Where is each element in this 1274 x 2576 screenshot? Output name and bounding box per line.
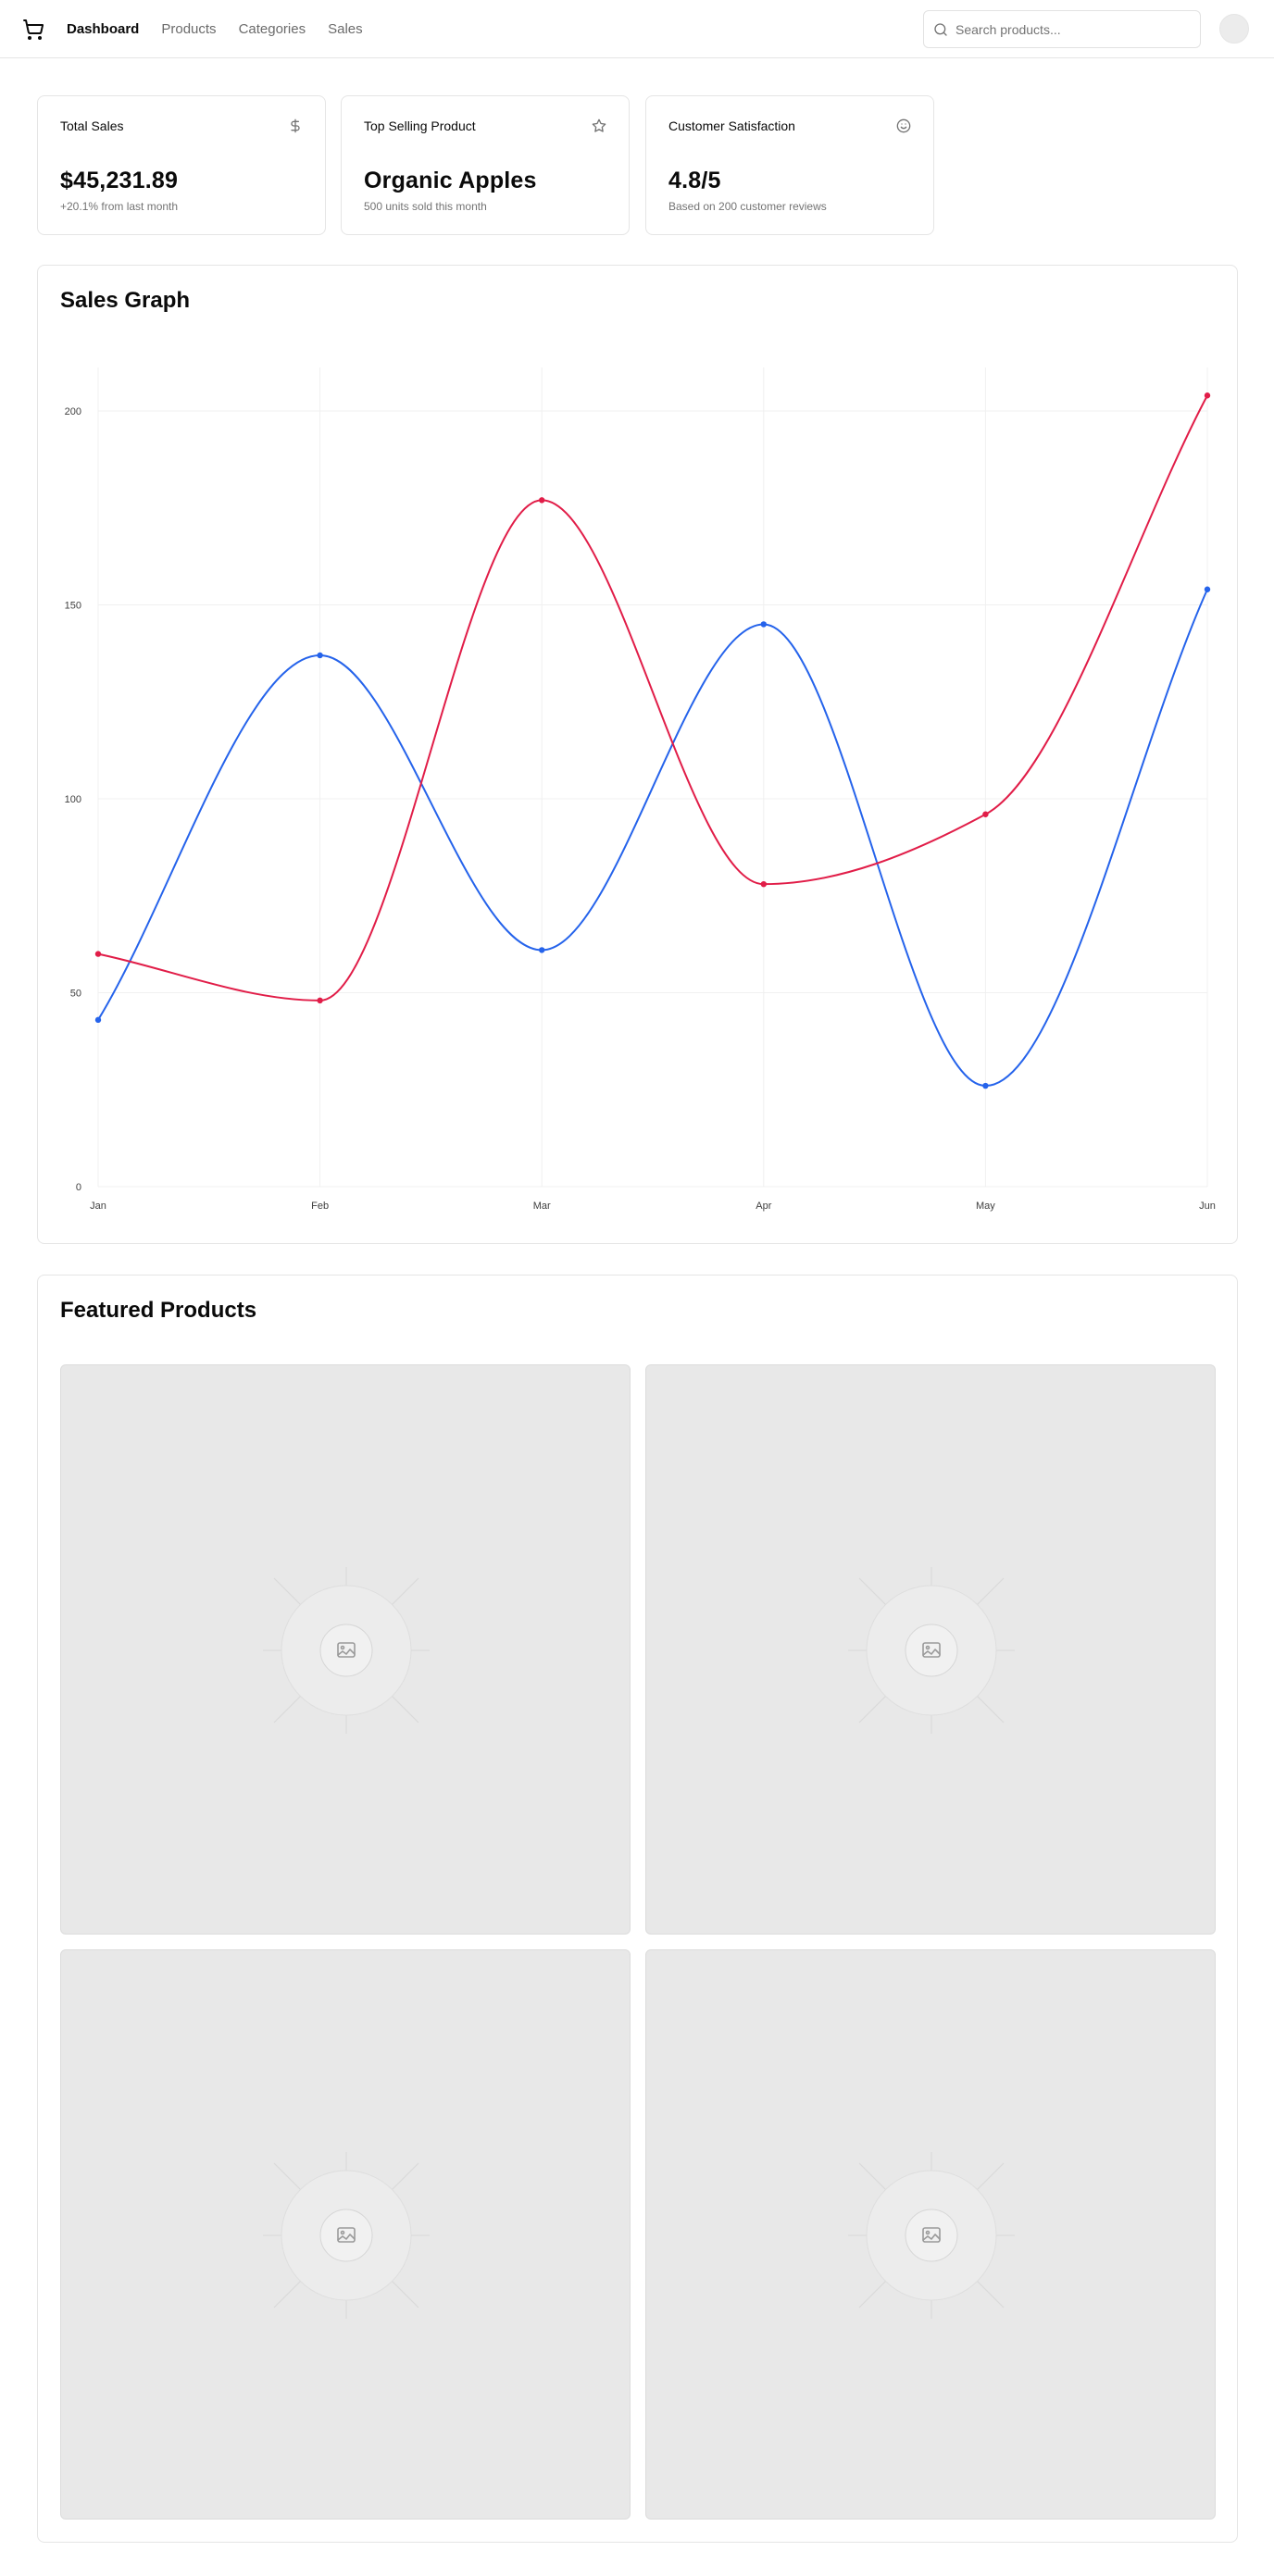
nav-link-categories[interactable]: Categories xyxy=(238,21,306,37)
sales-line-chart: 0 50 100 150 200 Jan Feb Mar Apr May Jun xyxy=(65,367,1216,1212)
series-line-1 xyxy=(97,394,1208,1002)
y-tick-label: 0 xyxy=(76,1182,81,1193)
x-tick-label: Jun xyxy=(1199,1201,1216,1212)
data-point xyxy=(1204,586,1211,592)
stat-value: $45,231.89 xyxy=(60,168,179,193)
top-nav-bar: Dashboard Products Categories Sales xyxy=(0,0,1274,58)
shopping-cart-icon[interactable] xyxy=(22,19,44,41)
sales-graph-card: Sales Graph 0 50 100 150 200 Jan Feb Mar Apr May J… xyxy=(37,265,1238,1244)
x-tick-label: Apr xyxy=(756,1201,771,1212)
nav-link-sales[interactable]: Sales xyxy=(328,21,363,37)
user-avatar[interactable] xyxy=(1219,14,1249,44)
image-placeholder-icon xyxy=(263,2152,430,2319)
nav-link-dashboard[interactable]: Dashboard xyxy=(67,21,140,37)
image-placeholder-icon xyxy=(263,1567,430,1734)
featured-product-tile[interactable] xyxy=(60,1364,631,1935)
featured-product-tile[interactable] xyxy=(60,1949,631,2520)
stat-card-total-sales: Total Sales $45,231.89 +20.1% from last … xyxy=(37,95,326,235)
featured-products-title: Featured Products xyxy=(60,1298,257,1323)
featured-product-tile[interactable] xyxy=(645,1949,1216,2520)
data-point xyxy=(760,880,767,888)
stat-subtitle: 500 units sold this month xyxy=(364,200,487,213)
nav-link-products[interactable]: Products xyxy=(161,21,217,37)
stat-card-customer-satisfaction: Customer Satisfaction 4.8/5 Based on 200… xyxy=(645,95,934,235)
stat-value: 4.8/5 xyxy=(668,168,721,193)
series-line-0 xyxy=(97,589,1208,1088)
stat-title: Top Selling Product xyxy=(364,118,476,133)
x-tick-label: Mar xyxy=(533,1201,551,1212)
image-placeholder-icon xyxy=(848,2152,1015,2319)
stat-subtitle: Based on 200 customer reviews xyxy=(668,200,827,213)
data-point xyxy=(94,951,102,957)
dollar-sign-icon xyxy=(291,118,300,133)
data-point xyxy=(982,1082,989,1089)
y-tick-label: 50 xyxy=(70,989,81,1000)
data-point xyxy=(539,947,545,953)
stat-subtitle: +20.1% from last month xyxy=(60,200,179,213)
image-placeholder-icon xyxy=(848,1567,1015,1734)
star-icon xyxy=(592,118,606,132)
x-tick-label: May xyxy=(976,1201,995,1212)
data-point xyxy=(94,1016,102,1024)
stat-value: Organic Apples xyxy=(364,168,537,193)
x-tick-label: Feb xyxy=(311,1201,329,1212)
main-nav: Dashboard Products Categories Sales xyxy=(67,0,363,58)
data-point xyxy=(1204,392,1211,399)
stat-title: Total Sales xyxy=(60,118,124,133)
data-point xyxy=(539,497,545,504)
y-tick-label: 100 xyxy=(65,794,81,805)
x-tick-label: Jan xyxy=(90,1201,106,1212)
featured-products-card: Featured Products xyxy=(37,1275,1238,2543)
smile-icon xyxy=(896,118,911,133)
data-point xyxy=(760,621,767,628)
search-input[interactable] xyxy=(956,21,1187,37)
search-icon xyxy=(934,22,947,36)
stat-card-top-product: Top Selling Product Organic Apples 500 u… xyxy=(341,95,630,235)
data-point xyxy=(317,997,323,1004)
featured-product-tile[interactable] xyxy=(645,1364,1216,1935)
stat-title: Customer Satisfaction xyxy=(668,118,795,133)
sales-graph-title: Sales Graph xyxy=(60,288,191,313)
data-point xyxy=(317,652,323,659)
y-tick-label: 150 xyxy=(65,601,81,612)
search-box[interactable] xyxy=(923,10,1201,48)
y-tick-label: 200 xyxy=(65,406,81,417)
data-point xyxy=(982,811,989,817)
